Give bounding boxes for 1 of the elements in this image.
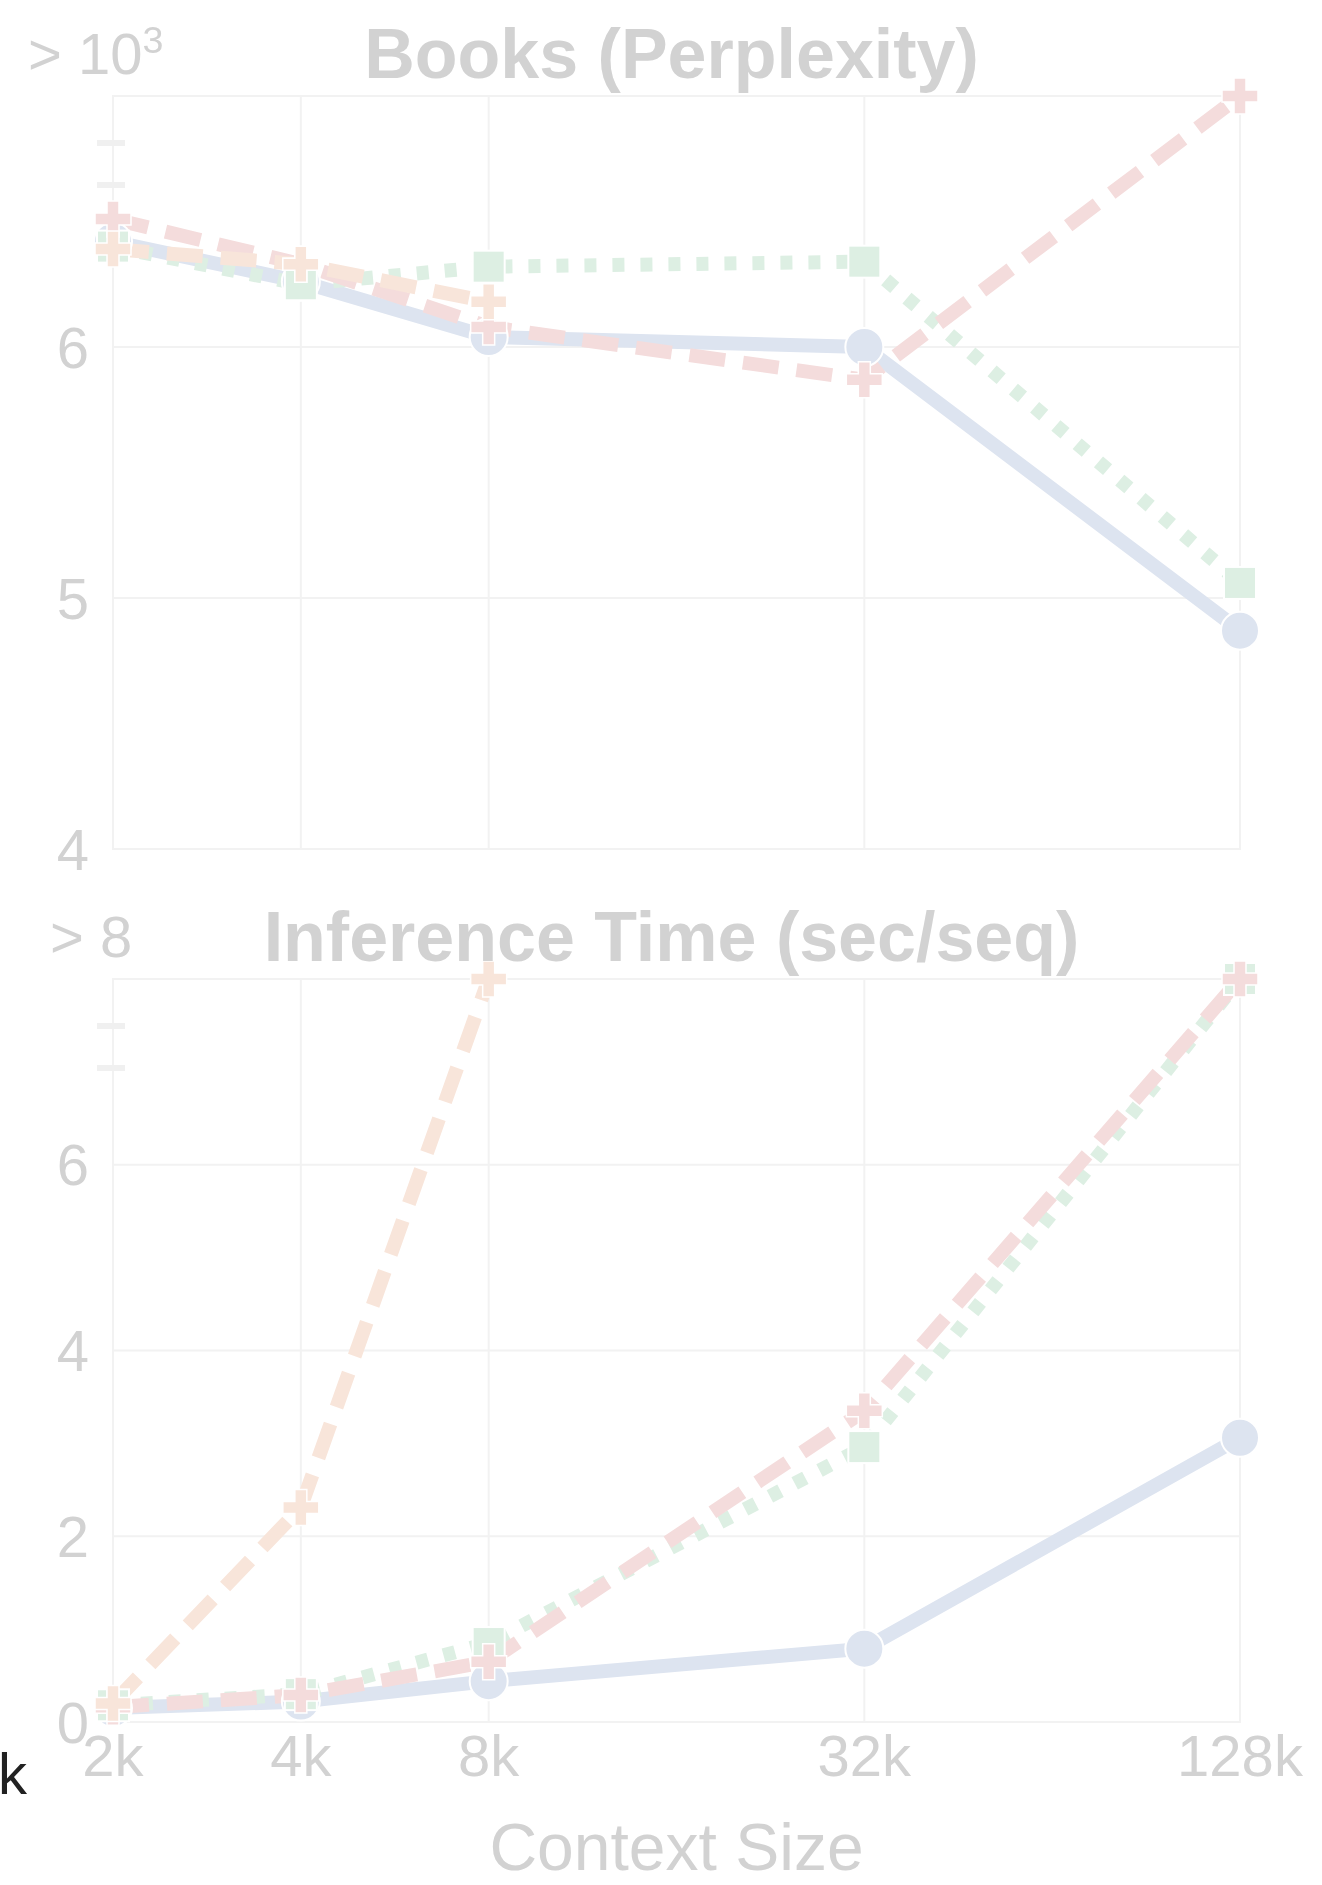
text: k [0,1741,28,1806]
